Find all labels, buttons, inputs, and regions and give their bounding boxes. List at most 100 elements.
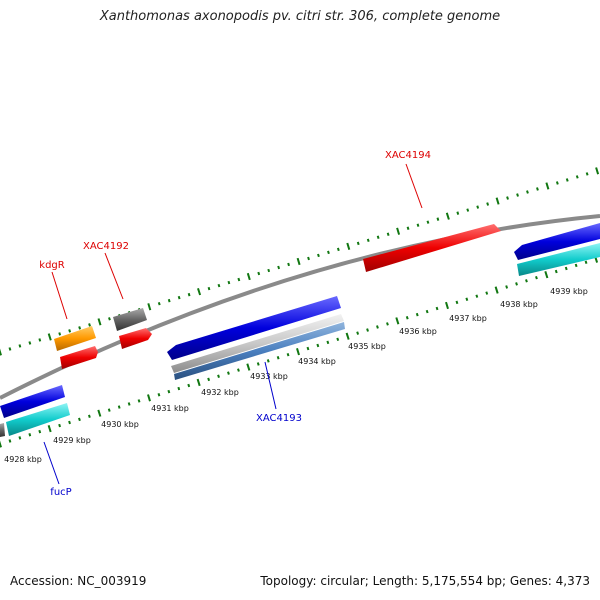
reverse-tick — [107, 408, 111, 412]
gene-blue-right-arrow[interactable] — [514, 223, 600, 260]
reverse-tick — [494, 286, 499, 294]
reverse-tick — [8, 439, 12, 443]
reverse-tick — [445, 301, 449, 310]
reverse-tick — [0, 440, 2, 448]
forward-tick — [585, 172, 589, 176]
forward-tick — [406, 226, 410, 230]
scale-label: 4934 kbp — [298, 357, 336, 366]
gene-silver-center-arrow[interactable] — [171, 314, 344, 373]
forward-tick — [187, 292, 191, 297]
reverse-tick — [68, 420, 71, 425]
forward-tick — [68, 329, 72, 333]
gene-blue-center-arrow[interactable] — [167, 296, 341, 360]
scale-label: 4937 kbp — [449, 314, 487, 323]
fucP-label[interactable]: fucP — [50, 487, 71, 498]
reverse-tick — [306, 346, 310, 351]
forward-tick — [47, 333, 52, 341]
reverse-tick — [296, 348, 300, 356]
forward-tick — [317, 253, 320, 258]
forward-tick — [575, 175, 579, 179]
forward-tick — [476, 205, 480, 209]
reverse-tick — [227, 371, 230, 375]
kdgR-leader — [51, 271, 68, 320]
xac4193-label[interactable]: XAC4193 — [256, 413, 302, 424]
forward-tick — [346, 242, 351, 250]
reverse-tick — [266, 359, 270, 363]
scale-label: 4935 kbp — [348, 342, 386, 351]
forward-tick-row — [0, 167, 600, 356]
forward-tick — [436, 217, 440, 221]
reverse-tick — [356, 331, 360, 335]
reverse-tick — [18, 436, 22, 440]
reverse-tick — [196, 378, 201, 387]
forward-tick — [386, 232, 390, 236]
forward-tick — [207, 286, 211, 291]
forward-tick — [58, 332, 62, 336]
forward-tick — [157, 301, 161, 306]
reverse-tick — [326, 340, 330, 345]
reverse-tick — [207, 377, 211, 382]
gene-red-small-2-arrow[interactable] — [119, 328, 152, 349]
reverse-tick — [574, 263, 578, 268]
gene-xac4192-arrow[interactable] — [113, 308, 147, 331]
reverse-tick — [415, 312, 419, 317]
xac4192-label[interactable]: XAC4192 — [83, 241, 129, 252]
forward-tick — [277, 265, 281, 270]
forward-tick — [217, 283, 221, 288]
gene-xac4194-arrow[interactable] — [363, 224, 501, 272]
reverse-tick — [117, 405, 121, 409]
reverse-tick — [316, 343, 320, 348]
scale-label: 4936 kbp — [399, 327, 437, 336]
forward-tick — [237, 277, 241, 282]
reverse-tick — [47, 424, 52, 433]
gene-red-small-1-arrow[interactable] — [60, 346, 98, 369]
scale-label-group: 4928 kbp 4929 kbp 4930 kbp 4931 kbp 4932 kbp… — [4, 287, 588, 464]
forward-tick — [78, 326, 82, 330]
forward-tick — [466, 208, 470, 212]
gene-grey-edge-arrow[interactable] — [0, 423, 5, 437]
forward-tick — [296, 257, 301, 266]
forward-tick — [246, 272, 251, 281]
forward-tick — [376, 235, 380, 239]
scale-label: 4938 kbp — [500, 300, 538, 309]
gene-cyan-right-arrow[interactable] — [517, 243, 600, 276]
reverse-tick — [88, 414, 91, 418]
xac4192-leader — [104, 252, 124, 300]
reverse-tick — [435, 306, 439, 311]
gene-xac4193-arrow[interactable] — [174, 322, 345, 380]
forward-tick — [495, 197, 500, 205]
xac4194-leader — [405, 163, 423, 209]
forward-tick — [456, 211, 460, 215]
kdgR-label[interactable]: kdgR — [39, 260, 64, 271]
reverse-tick — [167, 389, 171, 394]
forward-tick — [38, 338, 42, 342]
xac4193-leader — [264, 361, 277, 410]
forward-tick — [445, 212, 450, 220]
forward-tick — [307, 256, 310, 261]
reverse-tick — [127, 402, 131, 406]
forward-tick — [356, 241, 360, 246]
forward-tick — [526, 190, 529, 194]
reverse-tick — [187, 383, 191, 388]
forward-tick — [197, 288, 202, 296]
accession-text: Accession: NC_003919 — [10, 574, 147, 588]
reverse-tick — [515, 282, 518, 286]
gene-cyan-left-arrow[interactable] — [6, 403, 70, 436]
gene-blue-left-arrow[interactable] — [0, 385, 65, 418]
forward-tick — [18, 344, 22, 348]
forward-tick — [167, 298, 171, 303]
reverse-tick — [425, 309, 429, 314]
forward-tick — [97, 318, 102, 326]
reverse-tick — [525, 279, 528, 283]
forward-tick — [555, 181, 559, 185]
reverse-tick — [28, 433, 32, 437]
genome-summary-text: Topology: circular; Length: 5,175,554 bp… — [260, 574, 590, 588]
xac4194-label[interactable]: XAC4194 — [385, 150, 431, 161]
reverse-tick — [465, 297, 469, 301]
reverse-tick — [147, 394, 151, 402]
scale-label: 4928 kbp — [4, 455, 42, 464]
forward-tick — [108, 317, 111, 321]
forward-tick — [565, 178, 569, 182]
gene-kdgR-arrow[interactable] — [54, 326, 96, 351]
reverse-tick — [97, 409, 102, 417]
